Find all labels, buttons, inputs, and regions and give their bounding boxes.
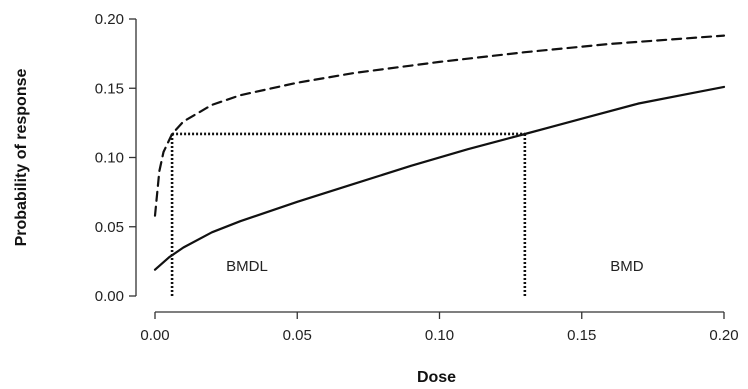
x-tick-label: 0.15: [567, 327, 596, 344]
y-tick-label: 0.05: [95, 219, 124, 236]
x-tick-label: 0.00: [140, 327, 169, 344]
axes: 0.00 0.05 0.10 0.15 0.20 0.00 0.05 0.10 0.15 0.20…: [13, 11, 739, 386]
y-axis-title: Probability of response: [13, 68, 30, 246]
y-tick-label: 0.00: [95, 288, 124, 305]
annotation-bmdl: BMDL: [226, 258, 268, 275]
x-tick-label: 0.10: [425, 327, 454, 344]
annotation-bmd: BMD: [610, 258, 644, 275]
x-tick-label: 0.20: [709, 327, 738, 344]
x-tick-label: 0.05: [283, 327, 312, 344]
reference-lines: [170, 132, 527, 296]
y-tick-label: 0.10: [95, 150, 124, 167]
y-tick-label: 0.20: [95, 11, 124, 28]
labels: BMDL BMD: [226, 258, 644, 275]
y-tick-label: 0.15: [95, 80, 124, 97]
solid-series-line: [153, 85, 726, 271]
dashed-series-line: [153, 34, 726, 217]
x-axis-title: Dose: [417, 369, 456, 386]
series-lines: [153, 34, 726, 271]
